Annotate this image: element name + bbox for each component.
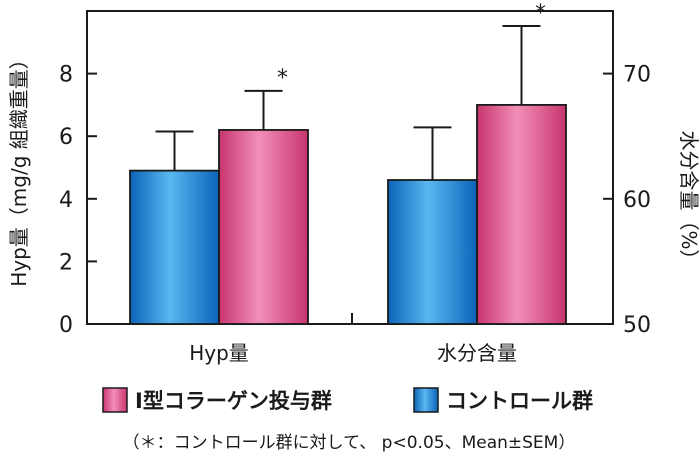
legend-label-control: コントロール群 [446, 389, 593, 413]
left-tick-label: 4 [59, 188, 73, 213]
left-axis-title: Hyp量（mg/g 組織重量） [7, 49, 31, 287]
right-axis-title: 水分含量（%） [677, 130, 699, 269]
plot-frame [86, 10, 614, 325]
bar-collagen-1 [476, 104, 567, 325]
legend-swatch-collagen [102, 387, 128, 413]
legend: Ⅰ型コラーゲン投与群 コントロール群 [102, 387, 593, 413]
significance-layer: ** [277, 1, 546, 91]
significance-star: * [535, 1, 546, 26]
error-bars-layer [155, 25, 541, 181]
legend-label-collagen: Ⅰ型コラーゲン投与群 [135, 389, 332, 413]
category-labels: Hyp量 水分含量 [189, 341, 517, 365]
bar-control-1 [387, 179, 478, 325]
left-tick-label: 0 [59, 313, 73, 338]
bar-control-0 [129, 169, 220, 325]
right-tick-label: 50 [623, 313, 651, 338]
right-y-axis: 50 60 70 [603, 63, 651, 338]
left-tick-label: 6 [59, 125, 73, 150]
significance-star: * [277, 66, 288, 91]
bar-collagen-0 [218, 129, 309, 325]
left-tick-label: 8 [59, 63, 73, 88]
left-tick-label: 2 [59, 250, 73, 275]
legend-swatch-control [413, 387, 439, 413]
left-y-axis: 0 2 4 6 8 [59, 63, 97, 338]
footnote: （＊：コントロール群に対して、 p<0.05、Mean±SEM） [123, 433, 576, 453]
right-tick-label: 70 [623, 63, 651, 88]
bars-layer [129, 104, 567, 325]
right-tick-label: 60 [623, 188, 651, 213]
category-label: 水分含量 [437, 341, 517, 365]
category-label: Hyp量 [189, 341, 249, 365]
